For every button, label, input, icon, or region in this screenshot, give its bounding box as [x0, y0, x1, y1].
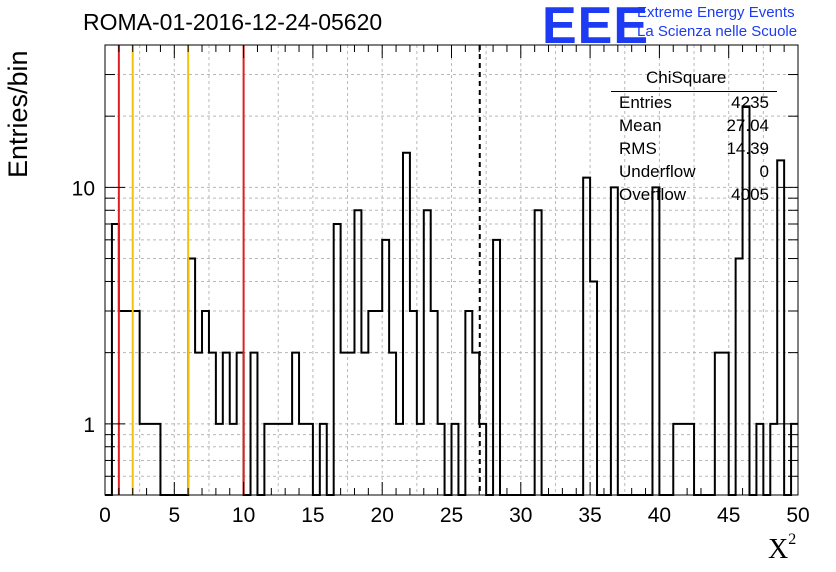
histogram-bar: [403, 153, 410, 495]
histogram-bar: [209, 353, 216, 495]
histogram-bar: [147, 424, 154, 495]
histogram-bar: [133, 311, 140, 495]
x-tick-label: 45: [717, 504, 740, 527]
histogram-bar: [216, 424, 223, 495]
y-tick-label: 10: [72, 177, 95, 200]
logo-line-2: La Scienza nelle Scuole: [637, 23, 798, 40]
histogram-bar: [673, 424, 680, 495]
stats-value: 27.04: [726, 116, 769, 135]
histogram-bar: [271, 424, 278, 495]
histogram-bar: [140, 424, 147, 495]
x-tick-label: 35: [578, 504, 601, 527]
histogram-bar: [361, 353, 368, 495]
logo-line-1: Extreme Energy Events: [637, 4, 795, 21]
histogram-bar: [417, 424, 424, 495]
histogram-bar: [154, 424, 161, 495]
histogram-bar: [382, 240, 389, 495]
histogram-bar: [368, 311, 375, 495]
histogram-bar: [230, 424, 237, 495]
stats-value: 4235: [731, 93, 769, 112]
x-tick-label: 0: [99, 504, 111, 527]
y-tick-label: 1: [83, 414, 95, 437]
histogram-bar: [590, 281, 597, 495]
x-tick-label: 30: [509, 504, 532, 527]
histogram-bar: [292, 353, 299, 495]
histogram-bar: [410, 311, 417, 495]
histogram-bar: [375, 311, 382, 495]
stats-key: RMS: [619, 139, 657, 158]
histogram-bar: [334, 224, 341, 495]
histogram-bar: [389, 353, 396, 495]
histogram-bar: [452, 424, 459, 495]
histogram-bar: [354, 210, 361, 495]
histogram-bar: [465, 311, 472, 495]
histogram-bar: [223, 353, 230, 495]
x-tick-label: 10: [232, 504, 255, 527]
x-tick-label: 20: [371, 504, 394, 527]
histogram-bar: [195, 353, 202, 495]
histogram-bar: [756, 424, 763, 495]
histogram-bar: [438, 424, 445, 495]
eee-logo-mark: EEE: [542, 0, 650, 55]
histogram-bar: [119, 311, 126, 495]
stats-row-underflow: Underflow 0: [619, 162, 769, 184]
histogram-bar: [715, 353, 722, 495]
histogram-bar: [687, 424, 694, 495]
histogram-bar: [264, 424, 271, 495]
stats-value: 0: [759, 162, 769, 181]
y-axis-label: Entries/bin: [3, 50, 33, 178]
histogram-bar: [202, 311, 209, 495]
histogram-bar: [431, 311, 438, 495]
histogram-bar: [306, 424, 313, 495]
histogram-bar: [472, 353, 479, 495]
histogram-bar: [348, 353, 355, 495]
histogram-outline: [105, 105, 798, 496]
histogram-bar: [237, 353, 244, 495]
x-axis-label: X2: [768, 530, 797, 566]
histogram-bar: [611, 187, 618, 495]
stats-key: Underflow: [619, 162, 696, 181]
histogram-bar: [535, 210, 542, 495]
stats-row-overflow: Overflow 4005: [619, 185, 769, 207]
stats-value: 14.39: [726, 139, 769, 158]
stats-row-mean: Mean 27.04: [619, 116, 769, 138]
x-axis-label-base: X: [768, 534, 789, 565]
histogram-bar: [493, 240, 500, 495]
chart-title: ROMA-01-2016-12-24-05620: [83, 9, 383, 35]
histogram-bar: [396, 424, 403, 495]
stats-key: Entries: [619, 93, 672, 112]
stats-key: Mean: [619, 116, 662, 135]
x-axis-label-superscript: 2: [788, 530, 797, 548]
histogram-bar: [770, 424, 777, 495]
histogram-bar: [341, 353, 348, 495]
histogram-bar: [112, 224, 119, 495]
stats-value: 4005: [731, 185, 769, 204]
stats-box-divider: [611, 91, 777, 92]
x-tick-label: 40: [648, 504, 671, 527]
histogram-bar: [285, 424, 292, 495]
x-tick-label: 15: [301, 504, 324, 527]
x-tick-label: 5: [168, 504, 180, 527]
histogram-bar: [777, 160, 784, 495]
histogram-bar: [251, 353, 258, 495]
stats-row-rms: RMS 14.39: [619, 139, 769, 161]
histogram-bar: [299, 424, 306, 495]
stats-row-entries: Entries 4235: [619, 93, 769, 115]
histogram-bar: [722, 353, 729, 495]
histogram-bar: [188, 259, 195, 495]
x-tick-label: 25: [440, 504, 463, 527]
histogram-bar: [652, 187, 659, 495]
histogram-bar: [320, 424, 327, 495]
histogram-bar: [278, 424, 285, 495]
histogram-bar: [736, 259, 743, 495]
histogram-bar: [680, 424, 687, 495]
histogram-bar: [583, 178, 590, 495]
x-tick-label: 50: [786, 504, 809, 527]
stats-box-title: ChiSquare: [646, 68, 727, 87]
histogram-bar: [424, 210, 431, 495]
histogram-bar: [126, 311, 133, 495]
stats-key: Overflow: [619, 185, 687, 204]
